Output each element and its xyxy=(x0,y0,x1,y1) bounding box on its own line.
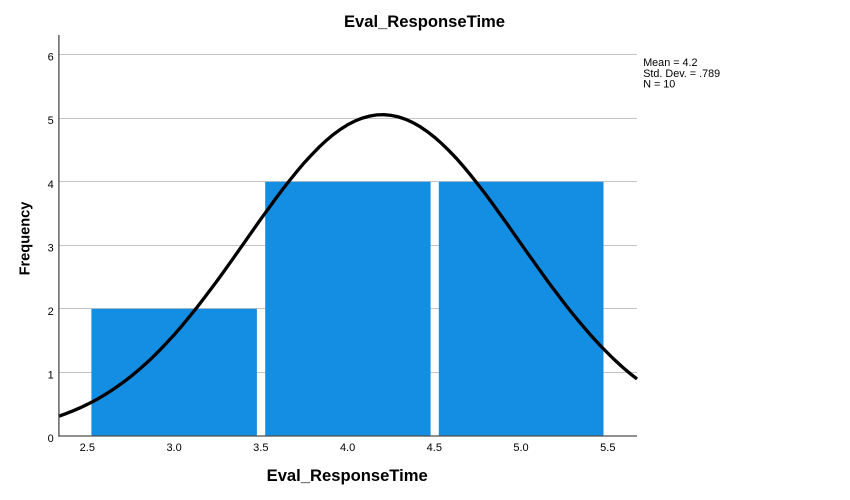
svg-text:Eval_ResponseTime: Eval_ResponseTime xyxy=(344,12,505,31)
svg-text:Mean = 4.2: Mean = 4.2 xyxy=(643,57,697,69)
svg-text:3.5: 3.5 xyxy=(253,442,268,454)
svg-text:3.0: 3.0 xyxy=(166,442,181,454)
svg-text:Std. Dev. = .789: Std. Dev. = .789 xyxy=(643,68,720,80)
svg-text:3: 3 xyxy=(48,242,54,254)
svg-text:N = 10: N = 10 xyxy=(643,79,675,91)
svg-text:Frequency: Frequency xyxy=(18,201,34,276)
svg-text:4: 4 xyxy=(48,179,54,191)
svg-text:5.0: 5.0 xyxy=(513,442,528,454)
svg-text:4.0: 4.0 xyxy=(340,442,355,454)
svg-text:Eval_ResponseTime: Eval_ResponseTime xyxy=(267,466,428,485)
svg-text:1: 1 xyxy=(48,369,54,381)
svg-text:0: 0 xyxy=(48,433,54,445)
svg-text:4.5: 4.5 xyxy=(427,442,442,454)
svg-text:6: 6 xyxy=(48,52,54,64)
svg-text:5: 5 xyxy=(48,115,54,127)
svg-text:2: 2 xyxy=(48,306,54,318)
svg-text:5.5: 5.5 xyxy=(600,442,615,454)
svg-text:2.5: 2.5 xyxy=(80,442,95,454)
